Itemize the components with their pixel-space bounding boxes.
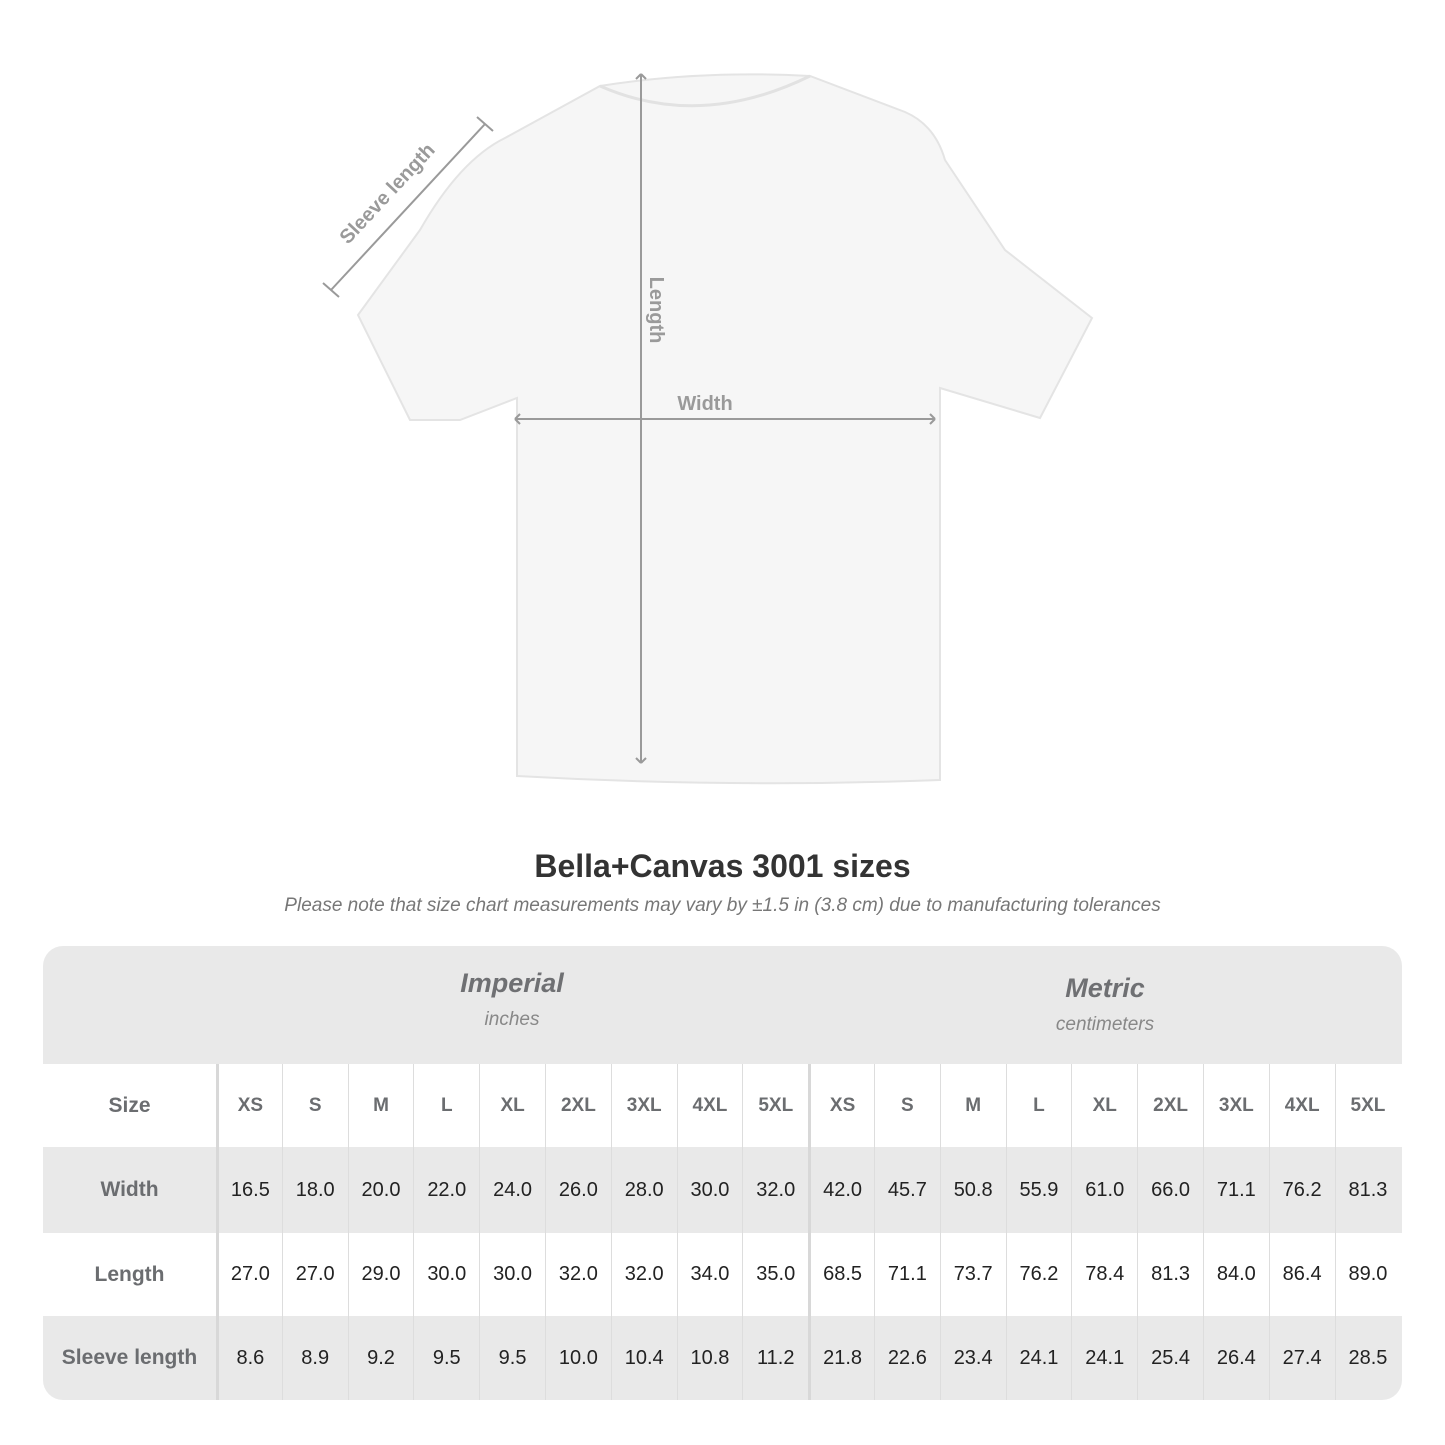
row-label: Sleeve length <box>61 1346 198 1369</box>
value-cell: 76.2 <box>1268 1147 1335 1233</box>
value-cell: 28.0 <box>610 1147 677 1233</box>
value-cell: 42.0 <box>808 1147 874 1233</box>
value-cell: 81.3 <box>1334 1147 1401 1233</box>
value-cell: 27.0 <box>281 1233 348 1316</box>
value-cell: 30.0 <box>413 1233 479 1316</box>
size-header-cell: 4XL <box>676 1064 743 1147</box>
size-header-cell: 5XL <box>1334 1064 1401 1147</box>
value-cell: 9.5 <box>479 1316 545 1400</box>
size-header-cell: XS <box>216 1064 282 1147</box>
value-cell: 32.0 <box>544 1233 611 1316</box>
value-cell: 81.3 <box>1137 1233 1203 1316</box>
value-cell: 8.6 <box>216 1316 282 1400</box>
value-cell: 22.6 <box>873 1316 940 1400</box>
value-cell: 35.0 <box>742 1233 808 1316</box>
value-cell: 22.0 <box>413 1147 479 1233</box>
size-header-cell: L <box>1005 1064 1072 1147</box>
metric-title: Metric <box>1065 973 1145 1003</box>
unit-header: Imperial inches Metric centimeters <box>43 946 1402 1064</box>
size-header-cell: 5XL <box>742 1064 808 1147</box>
size-header-cell: L <box>413 1064 479 1147</box>
value-cell: 71.1 <box>1202 1147 1269 1233</box>
size-header-cell: 2XL <box>544 1064 611 1147</box>
size-header-cell: 3XL <box>610 1064 677 1147</box>
value-cell: 25.4 <box>1137 1316 1203 1400</box>
table-row: Sleeve length 8.6 8.9 9.2 9.5 9.5 10.0 10.4 10.8… <box>43 1316 1402 1400</box>
size-header-cell: S <box>281 1064 348 1147</box>
value-cell: 21.8 <box>808 1316 874 1400</box>
value-cell: 68.5 <box>808 1233 874 1316</box>
value-cell: 30.0 <box>479 1233 545 1316</box>
row-label: Width <box>100 1178 159 1201</box>
value-cell: 26.4 <box>1202 1316 1269 1400</box>
tshirt-shape <box>356 73 1094 785</box>
value-cell: 76.2 <box>1005 1233 1072 1316</box>
size-header-cell: M <box>347 1064 414 1147</box>
value-cell: 24.0 <box>479 1147 545 1233</box>
tshirt-diagram: Sleeve length Length Width <box>322 73 1094 785</box>
value-cell: 10.8 <box>676 1316 743 1400</box>
value-cell: 84.0 <box>1202 1233 1269 1316</box>
sleeve-measure-line <box>330 123 486 291</box>
size-header-cell: 3XL <box>1202 1064 1269 1147</box>
value-cell: 89.0 <box>1334 1233 1401 1316</box>
page-title: Bella+Canvas 3001 sizes <box>534 848 911 884</box>
length-label: Length <box>645 277 667 344</box>
width-label: Width <box>677 393 732 415</box>
collar <box>599 74 811 108</box>
value-cell: 10.4 <box>610 1316 677 1400</box>
value-cell: 27.4 <box>1268 1316 1335 1400</box>
value-cell: 61.0 <box>1071 1147 1137 1233</box>
metric-header: Metric centimeters <box>808 973 1402 1036</box>
value-cell: 28.5 <box>1334 1316 1401 1400</box>
imperial-header: Imperial inches <box>216 968 808 1031</box>
row-label: Size <box>108 1093 151 1117</box>
size-header-cell: XL <box>479 1064 545 1147</box>
value-cell: 71.1 <box>873 1233 940 1316</box>
value-cell: 30.0 <box>676 1147 743 1233</box>
size-header-cell: 4XL <box>1268 1064 1335 1147</box>
value-cell: 10.0 <box>544 1316 611 1400</box>
value-cell: 24.1 <box>1005 1316 1072 1400</box>
size-header-row: Size XS S M L XL 2XL 3XL 4XL 5XL XS S M L XL 2XL 3XL 4XL 5… <box>43 1064 1402 1147</box>
size-table: Imperial inches Metric centimeters Size X… <box>43 946 1402 1400</box>
value-cell: 24.1 <box>1071 1316 1137 1400</box>
value-cell: 86.4 <box>1268 1233 1335 1316</box>
value-cell: 16.5 <box>216 1147 282 1233</box>
value-cell: 20.0 <box>347 1147 414 1233</box>
size-header-cell: 2XL <box>1137 1064 1203 1147</box>
value-cell: 26.0 <box>544 1147 611 1233</box>
imperial-title: Imperial <box>460 968 564 998</box>
table-row: Length 27.0 27.0 29.0 30.0 30.0 32.0 32.0 34.0 35… <box>43 1233 1402 1316</box>
value-cell: 27.0 <box>216 1233 282 1316</box>
imperial-unit: inches <box>484 1009 540 1030</box>
value-cell: 9.5 <box>413 1316 479 1400</box>
value-cell: 50.8 <box>939 1147 1006 1233</box>
size-header-cell: M <box>939 1064 1006 1147</box>
value-cell: 66.0 <box>1137 1147 1203 1233</box>
table-row: Width 16.5 18.0 20.0 22.0 24.0 26.0 28.0 30.0 32.… <box>43 1147 1402 1233</box>
value-cell: 29.0 <box>347 1233 414 1316</box>
value-cell: 11.2 <box>742 1316 808 1400</box>
value-cell: 32.0 <box>610 1233 677 1316</box>
metric-unit: centimeters <box>1055 1014 1155 1035</box>
value-cell: 45.7 <box>873 1147 940 1233</box>
value-cell: 55.9 <box>1005 1147 1072 1233</box>
value-cell: 78.4 <box>1071 1233 1137 1316</box>
value-cell: 73.7 <box>939 1233 1006 1316</box>
value-cell: 23.4 <box>939 1316 1006 1400</box>
row-label: Length <box>94 1262 165 1286</box>
value-cell: 34.0 <box>676 1233 743 1316</box>
size-header-cell: XS <box>808 1064 874 1147</box>
size-header-cell: S <box>873 1064 940 1147</box>
value-cell: 32.0 <box>742 1147 808 1233</box>
value-cell: 8.9 <box>281 1316 348 1400</box>
value-cell: 9.2 <box>347 1316 414 1400</box>
tolerance-note: Please note that size chart measurements… <box>284 895 1161 916</box>
size-header-cell: XL <box>1071 1064 1137 1147</box>
value-cell: 18.0 <box>281 1147 348 1233</box>
